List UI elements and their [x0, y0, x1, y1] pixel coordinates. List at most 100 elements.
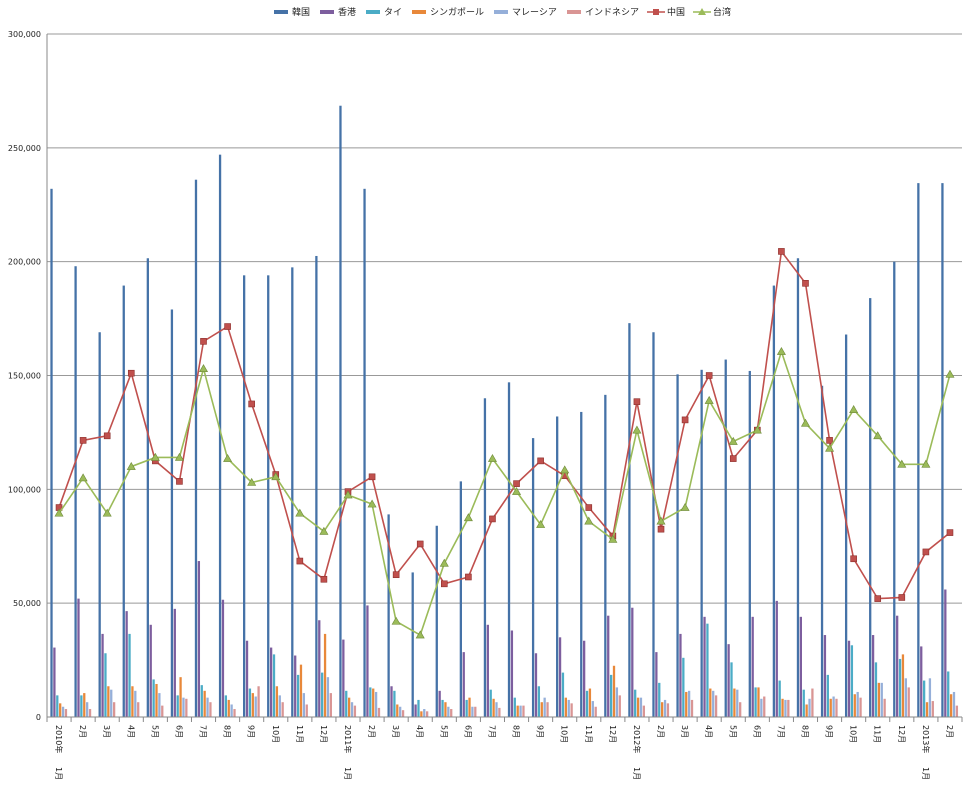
legend-item: 台湾 [693, 6, 731, 18]
bar [438, 690, 441, 717]
bar [462, 652, 465, 717]
x-axis: 2010年 1月 2月 3月 4月 5月 6月 7月 8月 9月 10月 11月 12月 2011年 1月 2… [46, 716, 963, 780]
data-point-marker [247, 477, 257, 486]
bar [663, 699, 667, 717]
bar [666, 703, 670, 717]
bar [944, 589, 947, 717]
bar [426, 711, 429, 717]
bar [925, 702, 929, 717]
x-tick-label: 11月 [584, 725, 593, 743]
bar [880, 682, 883, 717]
bar [901, 654, 905, 717]
x-tick-label: 5月 [439, 725, 448, 738]
legend-swatch [567, 10, 581, 14]
bar [318, 620, 321, 717]
bar [772, 285, 776, 717]
data-point-marker [680, 502, 690, 511]
bar [724, 359, 727, 717]
data-point-marker [391, 616, 401, 625]
bar [522, 705, 525, 717]
bar [871, 635, 875, 717]
bar [86, 702, 89, 717]
bar [441, 699, 444, 717]
x-tick-label: 3月 [391, 725, 400, 738]
bar [435, 525, 438, 717]
bar [414, 704, 417, 717]
data-point-marker [704, 395, 714, 404]
bar [811, 688, 814, 717]
bar [393, 690, 396, 717]
data-point-marker [465, 573, 472, 581]
legend-swatch [274, 10, 288, 14]
x-tick-label: 8月 [223, 725, 232, 738]
bar [591, 701, 594, 717]
data-point-marker [537, 457, 544, 465]
data-point-marker [319, 526, 329, 535]
bar [561, 672, 565, 717]
x-tick-label: 10月 [560, 725, 569, 743]
data-point-marker [176, 478, 183, 485]
y-tick-label: 200,000 [8, 258, 41, 267]
bar [80, 695, 83, 717]
data-point-marker [752, 425, 762, 434]
x-tick-label: 2013年 [921, 725, 931, 753]
bar [161, 705, 164, 717]
bar [323, 633, 327, 717]
bar [56, 695, 59, 717]
data-point-marker [392, 571, 400, 579]
bar [847, 640, 851, 717]
bar [754, 687, 757, 717]
bar [604, 394, 607, 717]
bar [170, 309, 174, 717]
bar [363, 188, 366, 717]
bar [628, 323, 631, 717]
bar [898, 658, 902, 717]
bar [155, 683, 158, 717]
bar [294, 655, 297, 717]
x-tick-label: 2011年 [343, 725, 353, 753]
bar [278, 695, 281, 717]
bar [564, 697, 567, 717]
x-tick-label: 10月 [271, 725, 280, 743]
bar [778, 680, 781, 717]
bar [585, 690, 589, 717]
bar [920, 646, 923, 717]
bar [543, 697, 546, 717]
legend-item: 韓国 [274, 7, 310, 18]
bar [534, 653, 538, 717]
x-tick-label: 2月 [945, 725, 954, 738]
bar [291, 267, 294, 717]
bar [757, 687, 760, 717]
bar [372, 688, 375, 717]
bar [799, 616, 802, 717]
data-point-marker [489, 515, 496, 523]
x-tick-label: 9月 [825, 725, 834, 738]
legend-marker [653, 9, 659, 15]
bar [296, 674, 300, 717]
bar [64, 709, 68, 717]
x-tick-label: 5月 [150, 725, 159, 738]
x-tick-sublabel: 1月 [921, 767, 930, 780]
bar [411, 572, 414, 717]
data-point-marker [705, 372, 713, 379]
bar [233, 709, 236, 717]
data-point-marker [174, 452, 184, 461]
x-tick-label: 2月 [367, 725, 376, 738]
data-point-marker [512, 487, 522, 495]
bar [299, 664, 303, 717]
bar [687, 690, 691, 717]
data-point-marker [150, 452, 160, 461]
y-tick-label: 50,000 [13, 599, 41, 608]
bar [329, 693, 332, 717]
data-point-marker [248, 400, 255, 408]
legend-label: 中国 [667, 6, 685, 18]
bar [917, 183, 920, 717]
legend-label: タイ [384, 7, 402, 18]
bar [173, 608, 176, 717]
bar [492, 698, 495, 717]
bar [703, 616, 706, 717]
y-axis: 0 50,000 100,000 150,000 200,000 250,000 300,0… [8, 30, 48, 722]
bar [760, 698, 763, 717]
data-point-marker [440, 580, 448, 588]
